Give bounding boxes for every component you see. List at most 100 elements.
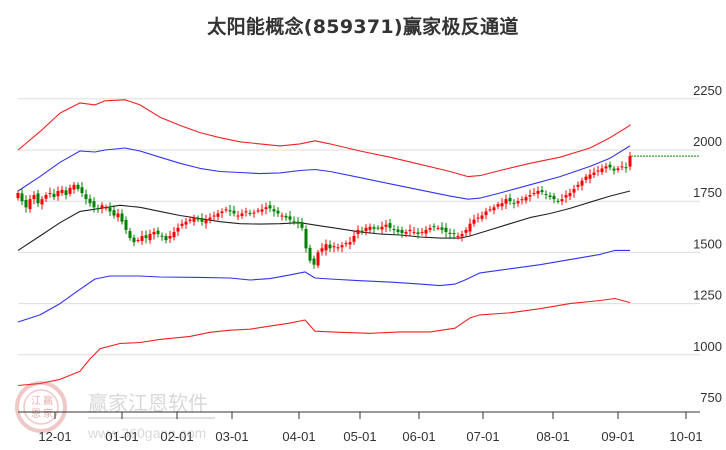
candle-body [120,213,124,222]
candle-body [96,208,100,210]
candle-body [432,226,436,228]
candle-body [624,167,628,169]
candle-body [596,170,600,172]
candle-body [172,231,176,238]
candle-body [52,193,56,198]
candle-body [216,213,220,217]
y-tick-label: 2250 [693,83,722,98]
candle-body [256,210,260,212]
candle-body [84,194,88,200]
candle-body [80,187,84,194]
candle-body [312,258,316,265]
candle-body [344,243,348,245]
candle-body [36,193,40,204]
candle-body [224,209,228,211]
candle-body [40,199,44,205]
candle-body [116,213,120,218]
candle-body [584,176,588,180]
candle-body [492,207,496,211]
candle-body [288,216,292,220]
svg-text:江: 江 [31,395,41,407]
candle-body [220,211,224,214]
candle-body [496,204,500,207]
candle-body [160,235,164,237]
candle-body [328,244,332,249]
candle-body [164,236,168,241]
candle-body [136,240,140,242]
candle-body [512,202,516,204]
candle-body [352,236,356,242]
candle-body [476,217,480,219]
candle-body [500,203,504,207]
lower-outer-band-line [17,297,631,387]
candle-body [232,210,236,214]
candle-body [572,188,576,193]
candle-body [348,242,352,245]
lower-inner-band-line [17,249,630,323]
candle-body [112,210,116,216]
candle-body [140,236,144,241]
candle-body [64,190,68,196]
x-tick-label: 07-01 [466,429,499,444]
candle-body [184,221,188,225]
candle-body [580,180,584,186]
candle-body [456,236,460,238]
x-tick-label: 02-01 [160,429,193,444]
candle-body [460,233,464,237]
candle-body [440,227,444,230]
candle-body [104,207,108,209]
watermark-url: www.360gann.com [87,425,206,441]
candle-body [284,215,288,218]
candle-body [300,222,304,228]
x-tick-label: 01-01 [105,429,138,444]
candle-body [16,193,20,199]
candle-body [444,227,448,232]
candle-body [612,168,616,171]
candle-body [252,212,256,214]
candle-body [532,193,536,195]
candle-body [280,215,284,217]
candle-body [568,193,572,197]
candle-body [592,172,596,175]
candle-body [248,213,252,215]
candle-body [436,227,440,229]
candle-body [60,189,64,194]
candle-body [320,248,324,252]
candle-body [600,168,604,173]
candle-body [604,166,608,169]
candle-body [588,174,592,179]
candle-body [472,219,476,224]
grid-lines [18,98,700,356]
candle-body [56,190,60,197]
candle-body [504,199,508,204]
candle-body [108,207,112,212]
candle-body [100,205,104,209]
candle-body [244,211,248,213]
watermark-seal-icon: 江 赢 恩 家 [15,381,67,433]
candle-body [608,164,612,168]
candle-body [520,199,524,201]
candle-body [480,215,484,219]
y-tick-label: 1000 [693,339,722,354]
candle-body [180,223,184,226]
candle-body [376,227,380,229]
candle-body [28,199,32,209]
x-tick-label: 08-01 [536,429,569,444]
candle-body [564,195,568,198]
candle-body [208,217,212,220]
candle-body [24,199,28,208]
candle-body [552,195,556,200]
candle-body [576,184,580,187]
candle-body [276,210,280,214]
y-tick-label: 1500 [693,236,722,251]
candle-body [616,168,620,171]
candle-body [264,207,268,209]
candle-body [388,223,392,228]
candle-body [304,229,308,249]
candle-body [356,229,360,234]
candle-body [368,226,372,230]
candle-body [548,195,552,198]
candle-body [188,219,192,221]
upper-inner-band-line [17,145,631,200]
